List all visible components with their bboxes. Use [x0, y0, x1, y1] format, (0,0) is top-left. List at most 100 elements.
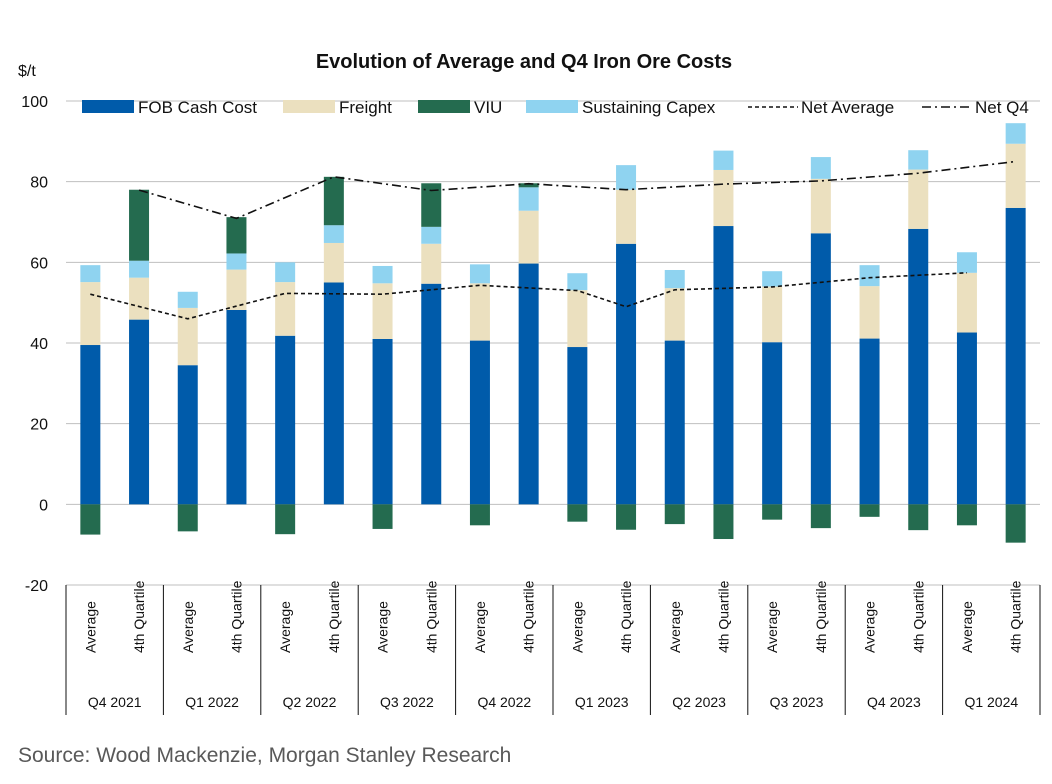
bar-segment-sustaining-capex [372, 265, 393, 284]
bar-segment-viu [713, 504, 734, 540]
bar-segment-sustaining-capex [129, 260, 150, 278]
x-group-label: Q1 2023 [575, 694, 629, 710]
x-group-label: Q2 2023 [672, 694, 726, 710]
bar-segment-sustaining-capex [518, 187, 539, 211]
bar-segment-viu [616, 504, 637, 530]
bar-segment-freight [616, 189, 637, 244]
y-tick-label: 40 [30, 336, 48, 353]
legend-swatch-sustaining-capex [526, 100, 578, 113]
x-category-label: Average [667, 601, 683, 653]
x-category-label: 4th Quartile [1008, 580, 1024, 653]
bar-segment-freight [518, 210, 539, 264]
bar-segment-freight [129, 277, 150, 320]
bar-segment-sustaining-capex [664, 269, 685, 289]
x-category-label: Average [82, 601, 98, 653]
bar-segment-viu [956, 504, 977, 526]
bar-segment-viu [129, 189, 150, 261]
bar-segment-viu [226, 217, 247, 254]
y-tick-label: 20 [30, 417, 48, 434]
y-tick-label: -20 [25, 578, 48, 595]
bar-segment-freight [956, 272, 977, 333]
bar-segment-sustaining-capex [810, 157, 831, 179]
bar-segment-sustaining-capex [275, 262, 296, 283]
bar-segment-viu [177, 504, 198, 532]
legend-swatch-viu [418, 100, 470, 113]
bar-segment-viu [567, 504, 588, 522]
bar-segment-viu [323, 176, 344, 226]
bar-segment-fob-cash-cost [713, 226, 734, 505]
bar-segment-fob-cash-cost [1005, 207, 1026, 505]
bar-segment-freight [664, 288, 685, 341]
x-category-label: Average [862, 601, 878, 653]
bar-segment-sustaining-capex [1005, 123, 1026, 144]
bar-segment-freight [908, 169, 929, 229]
bar-segment-viu [518, 183, 539, 188]
bar-segment-viu [469, 504, 490, 526]
legend: FOB Cash Cost Freight VIU Sustaining Capex N… [82, 98, 1029, 117]
x-group-label: Q1 2022 [185, 694, 239, 710]
bar-segment-fob-cash-cost [664, 340, 685, 505]
bar-segment-freight [80, 282, 101, 346]
source-note: Source: Wood Mackenzie, Morgan Stanley R… [18, 744, 512, 767]
legend-label-fob-cash-cost: FOB Cash Cost [138, 98, 257, 117]
bar-segment-sustaining-capex [713, 150, 734, 170]
bar-segment-freight [275, 282, 296, 336]
bar-segment-fob-cash-cost [129, 319, 150, 505]
bar-segment-fob-cash-cost [859, 338, 880, 505]
bar-segment-fob-cash-cost [469, 340, 490, 505]
chart-title: Evolution of Average and Q4 Iron Ore Cos… [316, 51, 732, 73]
x-category-label: Average [569, 601, 585, 653]
x-category-label: Average [764, 601, 780, 653]
y-tick-label: 0 [39, 497, 48, 514]
bar-segment-sustaining-capex [469, 264, 490, 284]
bar-segment-fob-cash-cost [518, 263, 539, 505]
x-category-label: 4th Quartile [813, 580, 829, 653]
bar-segment-freight [469, 283, 490, 341]
bar-segment-sustaining-capex [421, 226, 442, 244]
bar-segment-sustaining-capex [177, 291, 198, 308]
bar-segment-viu [80, 504, 101, 535]
x-group-label: Q3 2022 [380, 694, 434, 710]
x-group-label: Q1 2024 [964, 694, 1018, 710]
bar-segment-fob-cash-cost [616, 243, 637, 505]
x-group-label: Q4 2021 [88, 694, 142, 710]
bar-segment-fob-cash-cost [80, 345, 101, 505]
bar-segment-freight [323, 242, 344, 283]
y-axis-unit-label: $/t [18, 63, 36, 80]
x-category-label: 4th Quartile [910, 580, 926, 653]
legend-label-net-q4: Net Q4 [975, 98, 1029, 117]
line-net-q4 [138, 160, 1016, 220]
bar-segment-fob-cash-cost [762, 342, 783, 505]
legend-swatch-freight [283, 100, 335, 113]
bar-segment-viu [275, 504, 296, 535]
x-category-label: Average [959, 601, 975, 653]
stacked-bars [80, 123, 1026, 543]
bar-segment-fob-cash-cost [177, 365, 198, 505]
bar-segment-sustaining-capex [323, 225, 344, 243]
bar-segment-sustaining-capex [567, 273, 588, 291]
bar-segment-fob-cash-cost [275, 335, 296, 505]
y-tick-label: 100 [21, 94, 48, 111]
bar-segment-fob-cash-cost [323, 282, 344, 505]
legend-label-sustaining-capex: Sustaining Capex [582, 98, 716, 117]
bar-segment-viu [859, 504, 880, 517]
bar-segment-fob-cash-cost [908, 228, 929, 505]
bar-segment-freight [713, 169, 734, 227]
line-net-average [90, 272, 968, 320]
bar-segment-freight [859, 286, 880, 339]
bar-segment-freight [421, 243, 442, 284]
bar-segment-fob-cash-cost [372, 338, 393, 505]
bar-segment-viu [664, 504, 685, 525]
x-category-label: Average [375, 601, 391, 653]
x-category-label: 4th Quartile [716, 580, 732, 653]
bar-segment-sustaining-capex [80, 265, 101, 283]
bar-segment-viu [1005, 504, 1026, 543]
x-category-label: 4th Quartile [521, 580, 537, 653]
bar-segment-fob-cash-cost [567, 347, 588, 505]
bar-segment-freight [810, 178, 831, 234]
bar-segment-viu [810, 504, 831, 529]
x-category-label: 4th Quartile [229, 580, 245, 653]
bar-segment-freight [177, 307, 198, 366]
